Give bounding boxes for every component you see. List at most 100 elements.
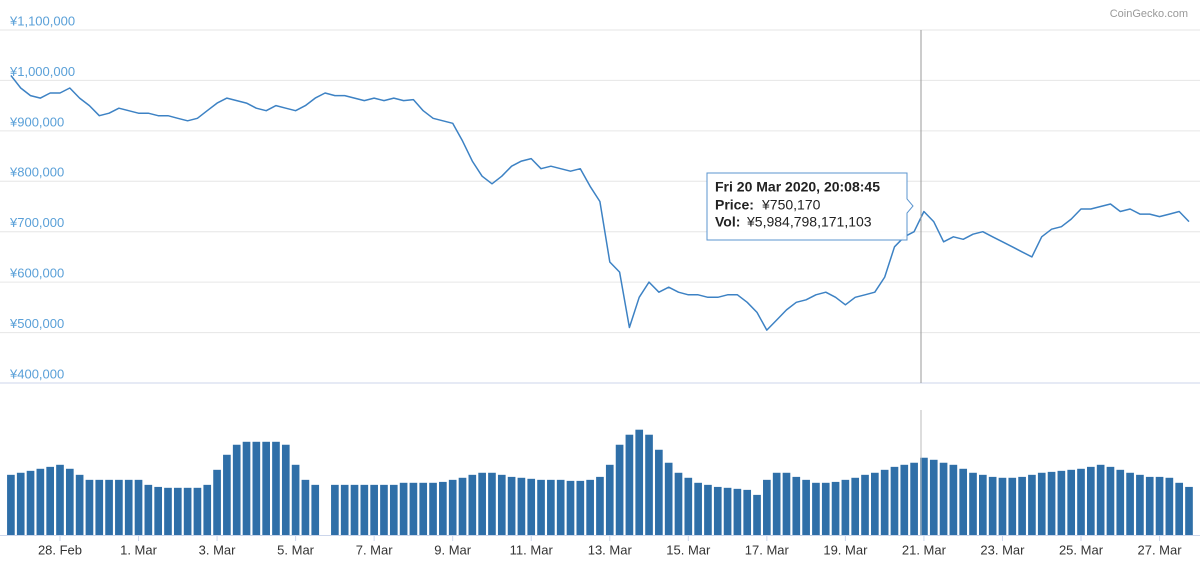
volume-bar [821, 482, 830, 535]
volume-bar [301, 479, 310, 535]
volume-bar [1116, 469, 1125, 535]
volume-bar [173, 487, 182, 535]
volume-bar [655, 449, 663, 535]
y-tick-label: ¥1,100,000 [9, 13, 75, 28]
volume-bar [1018, 476, 1026, 535]
x-tick-label: 9. Mar [434, 542, 472, 557]
volume-bar [331, 484, 339, 535]
volume-bar [1057, 470, 1066, 535]
volume-bar [645, 434, 653, 535]
volume-bar [232, 444, 241, 535]
volume-bar [360, 484, 369, 535]
volume-bar [497, 474, 506, 535]
volume-bar [694, 482, 702, 535]
x-tick-label: 23. Mar [980, 542, 1025, 557]
volume-bar [910, 462, 918, 535]
volume-bar [1136, 474, 1144, 535]
volume-bar [1008, 477, 1017, 535]
x-tick-label: 5. Mar [277, 542, 315, 557]
volume-bar [1126, 472, 1134, 535]
volume-bar [46, 466, 54, 535]
volume-bar [812, 482, 820, 535]
y-tick-label: ¥1,000,000 [9, 64, 75, 79]
volume-bar [605, 464, 614, 535]
volume-bar [75, 474, 84, 535]
volume-bar [1185, 486, 1193, 535]
volume-bar [949, 464, 958, 535]
volume-bar [831, 481, 840, 535]
volume-bar [380, 484, 388, 535]
volume-bar [115, 479, 123, 535]
volume-bar [792, 476, 801, 535]
volume-bar [890, 466, 899, 535]
volume-bar [802, 479, 810, 535]
volume-bar [929, 459, 938, 535]
volume-bar [861, 474, 869, 535]
volume-bar [1145, 476, 1154, 535]
x-tick-label: 28. Feb [38, 542, 82, 557]
volume-bar [468, 474, 477, 535]
tooltip-vol-label: Vol: [715, 214, 740, 230]
volume-bar [291, 464, 300, 535]
volume-bar [772, 472, 781, 535]
volume-bar [429, 482, 437, 535]
y-tick-label: ¥600,000 [9, 266, 64, 281]
volume-bar [458, 477, 467, 535]
volume-bar [262, 441, 270, 535]
volume-bar [566, 480, 575, 535]
volume-bar [517, 477, 526, 535]
volume-bar [203, 484, 212, 535]
volume-bar [478, 472, 486, 535]
volume-bar [419, 482, 428, 535]
x-tick-label: 15. Mar [666, 542, 711, 557]
x-tick-label: 19. Mar [823, 542, 868, 557]
volume-bar [684, 477, 693, 535]
volume-bar [1165, 477, 1174, 535]
volume-bar [615, 444, 624, 535]
volume-bar [871, 472, 879, 535]
tooltip: Fri 20 Mar 2020, 20:08:45 Price: ¥750,17… [706, 172, 914, 241]
volume-bar [154, 486, 162, 535]
volume-bar [900, 464, 909, 535]
volume-bar [1086, 466, 1095, 535]
y-tick-label: ¥500,000 [9, 316, 64, 331]
credit[interactable]: CoinGecko.com [1110, 8, 1188, 20]
y-tick-label: ¥900,000 [9, 114, 64, 129]
volume-bar [65, 468, 74, 535]
volume-bar [1028, 474, 1036, 535]
y-tick-label: ¥700,000 [9, 215, 64, 230]
volume-bar [26, 470, 35, 535]
volume-bar [537, 479, 545, 535]
volume-bar [164, 487, 172, 535]
volume-bar [350, 484, 359, 535]
volume-bar [144, 484, 153, 535]
volume-bar [183, 487, 192, 535]
volume-bar [124, 479, 133, 535]
x-tick-label: 13. Mar [588, 542, 633, 557]
volume-bar [1047, 471, 1056, 535]
volume-bar [56, 464, 64, 535]
volume-bar [1037, 472, 1046, 535]
volume-bar [596, 476, 604, 535]
volume-bar [105, 479, 113, 535]
volume-bar [1077, 468, 1085, 535]
volume-bar [488, 472, 496, 535]
volume-bar [527, 478, 536, 535]
volume-bar [36, 468, 45, 535]
x-tick-label: 17. Mar [745, 542, 790, 557]
tooltip-date: Fri 20 Mar 2020, 20:08:45 [715, 179, 880, 195]
volume-bar [223, 454, 231, 535]
volume-bar [1067, 469, 1076, 535]
volume-bar [252, 441, 261, 535]
volume-bar [134, 479, 143, 535]
volume-bar [939, 462, 948, 535]
volume-bar [85, 479, 94, 535]
volume-bar [674, 472, 683, 535]
volume-bar [723, 487, 732, 535]
volume-bar [763, 479, 771, 535]
volume-bar [95, 479, 104, 535]
volume-bar [880, 469, 889, 535]
volume-bar [7, 474, 15, 535]
x-tick-label: 25. Mar [1059, 542, 1104, 557]
volume-bar [920, 457, 928, 535]
